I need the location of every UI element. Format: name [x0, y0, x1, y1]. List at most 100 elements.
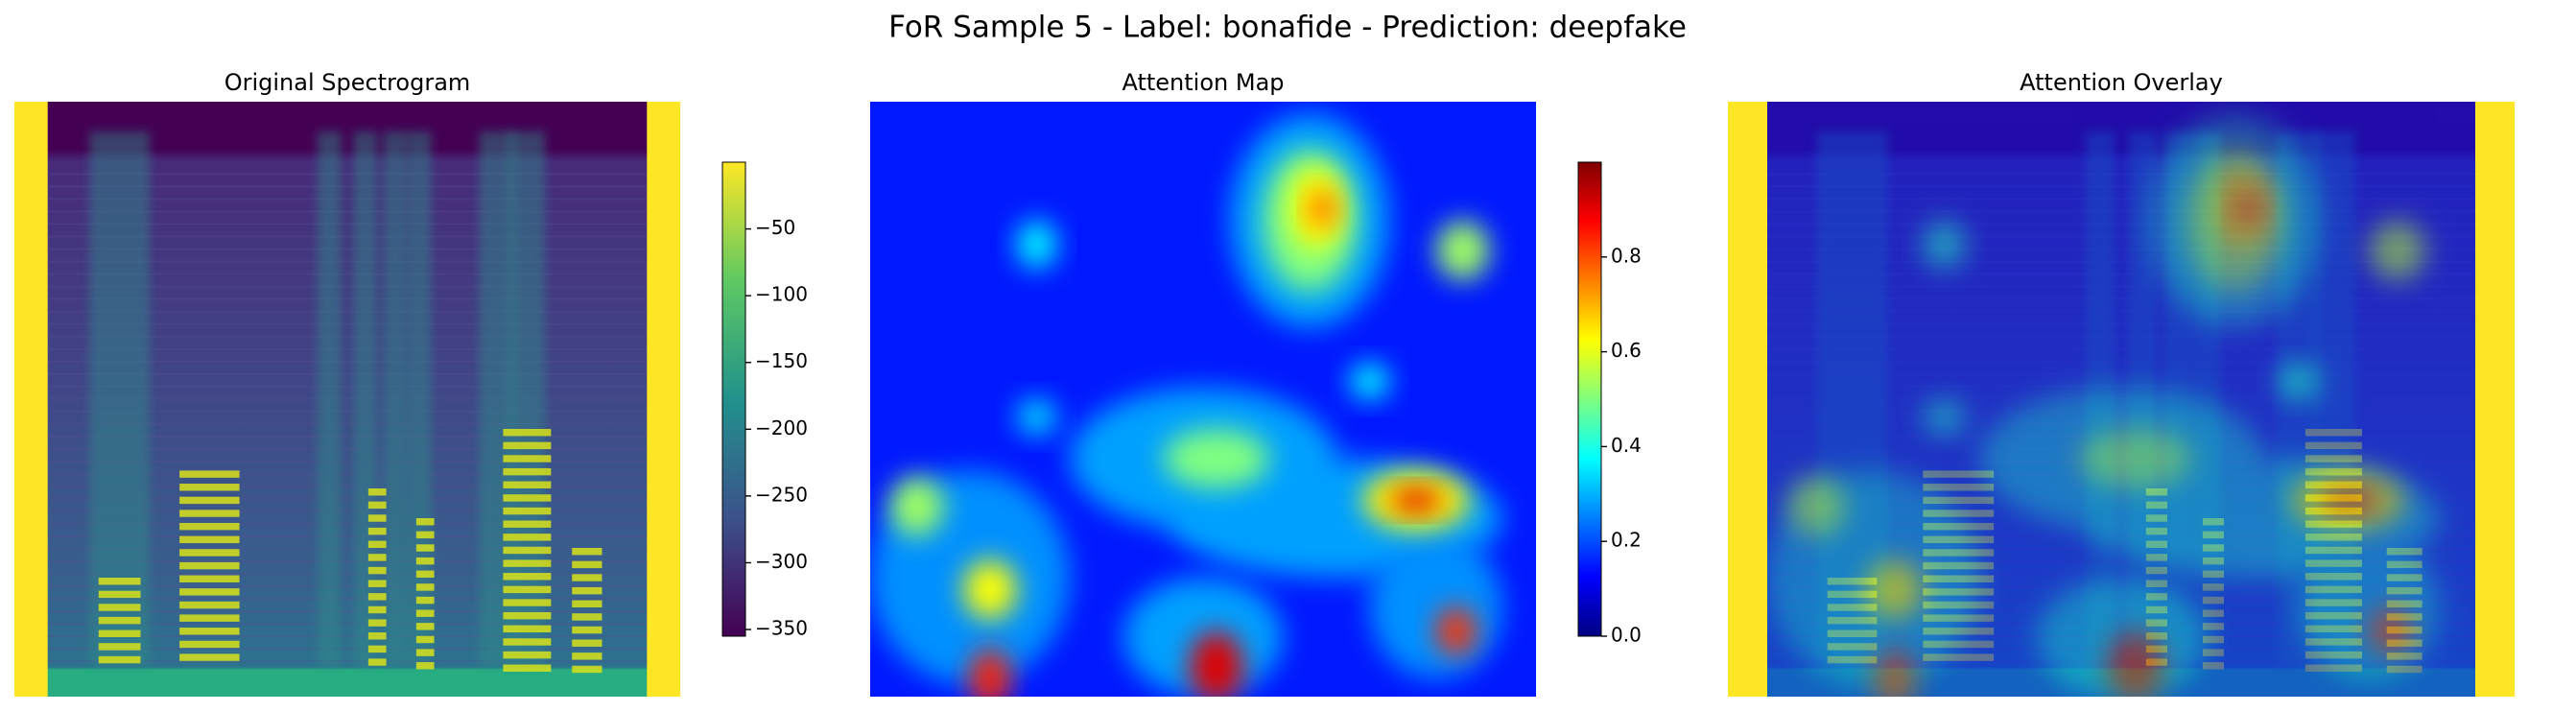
formant-stripe	[572, 626, 603, 634]
formant-stripe	[572, 613, 603, 621]
harmonic-band	[47, 585, 648, 588]
colorbar-tick-label: 0.2	[1611, 529, 1642, 552]
attention-blob	[1435, 607, 1477, 655]
harmonic-band	[47, 485, 648, 487]
colorbar	[721, 161, 746, 637]
harmonic-band	[47, 635, 648, 638]
formant-stripe	[503, 534, 552, 541]
harmonic-band	[47, 297, 648, 300]
colorbar	[1577, 161, 1602, 637]
harmonic-band	[47, 223, 648, 225]
formant-stripe	[503, 664, 552, 672]
formant-stripe	[415, 583, 435, 591]
formant-stripe	[179, 535, 240, 544]
attention-blob	[2078, 429, 2192, 488]
formant-stripe	[572, 586, 603, 595]
formant-stripe	[367, 605, 387, 614]
colorbar-tick-label: −250	[755, 483, 808, 506]
formant-stripe	[179, 561, 240, 570]
panel-title: Attention Map	[1122, 69, 1284, 96]
formant-stripe	[367, 658, 387, 666]
harmonic-band	[47, 273, 648, 275]
attention-blob	[1873, 649, 1916, 697]
formant-stripe	[503, 599, 552, 606]
formant-stripe	[179, 510, 240, 517]
formant-stripe	[98, 616, 141, 625]
colorbar-tick-label: 0.8	[1611, 244, 1642, 267]
attention-blob	[1788, 476, 1846, 536]
formant-stripe	[572, 665, 603, 674]
formant-stripe	[415, 635, 435, 644]
formant-stripe	[503, 638, 552, 646]
formant-stripe	[98, 590, 141, 599]
harmonic-band	[47, 285, 648, 288]
attention-blob	[2319, 488, 2376, 512]
formant-stripe	[179, 601, 240, 609]
formant-stripe	[367, 580, 387, 587]
formant-stripe	[179, 628, 240, 635]
formant-stripe	[415, 518, 435, 526]
attention-blob	[1923, 399, 1966, 436]
formant-stripe	[179, 470, 240, 478]
formant-stripe	[415, 649, 435, 656]
formant-stripe	[503, 467, 552, 476]
harmonic-band	[47, 422, 648, 425]
formant-stripe	[503, 441, 552, 450]
formant-stripe	[179, 588, 240, 596]
formant-stripe	[503, 611, 552, 620]
harmonic-band	[47, 210, 648, 213]
harmonic-band	[47, 235, 648, 238]
attention-blob	[2107, 630, 2164, 697]
colorbar-tick-label: −350	[755, 617, 808, 640]
formant-stripe	[367, 566, 387, 575]
harmonic-band	[47, 447, 648, 450]
harmonic-band	[47, 460, 648, 463]
formant-stripe	[98, 629, 141, 637]
formant-stripe	[415, 531, 435, 539]
formant-stripe	[503, 494, 552, 502]
formant-stripe	[572, 560, 603, 569]
formant-stripe	[572, 653, 603, 660]
formant-stripe	[179, 496, 240, 505]
formant-stripe	[572, 600, 603, 607]
formant-stripe	[367, 527, 387, 535]
attention-blob	[2234, 191, 2263, 227]
harmonic-band	[47, 497, 648, 500]
attention-blob	[1389, 488, 1443, 512]
colorbar-tick-label: −150	[755, 349, 808, 372]
attention-blob	[889, 476, 944, 536]
formant-stripe	[503, 546, 552, 555]
formant-stripe	[367, 554, 387, 561]
harmonic-band	[47, 248, 648, 250]
harmonic-band	[47, 347, 648, 350]
attention-image	[1767, 102, 2475, 697]
formant-stripe	[179, 522, 240, 531]
harmonic-band	[47, 610, 648, 613]
harmonic-band	[47, 598, 648, 601]
speech-column	[317, 131, 342, 667]
formant-stripe	[179, 614, 240, 622]
formant-stripe	[415, 596, 435, 605]
speech-column	[383, 131, 408, 667]
formant-stripe	[179, 653, 240, 661]
harmonic-band	[47, 335, 648, 338]
colorbar-tick-label: 0.4	[1611, 434, 1642, 457]
harmonic-band	[47, 660, 648, 663]
formant-stripe	[367, 501, 387, 510]
attention-blob	[2369, 221, 2426, 280]
harmonic-band	[47, 322, 648, 325]
panel-title: Original Spectrogram	[225, 69, 471, 96]
formant-stripe	[572, 548, 603, 556]
colorbar-tick-label: 0.6	[1611, 339, 1642, 362]
formant-stripe	[503, 559, 552, 567]
attention-blob	[1163, 429, 1270, 488]
harmonic-band	[47, 173, 648, 176]
harmonic-band	[47, 510, 648, 512]
attention-blob	[1923, 221, 1966, 269]
attention-blob	[1369, 535, 1503, 679]
attention-image	[870, 102, 1536, 697]
attention-blob	[2277, 363, 2320, 399]
formant-stripe	[179, 549, 240, 557]
formant-stripe	[179, 575, 240, 582]
